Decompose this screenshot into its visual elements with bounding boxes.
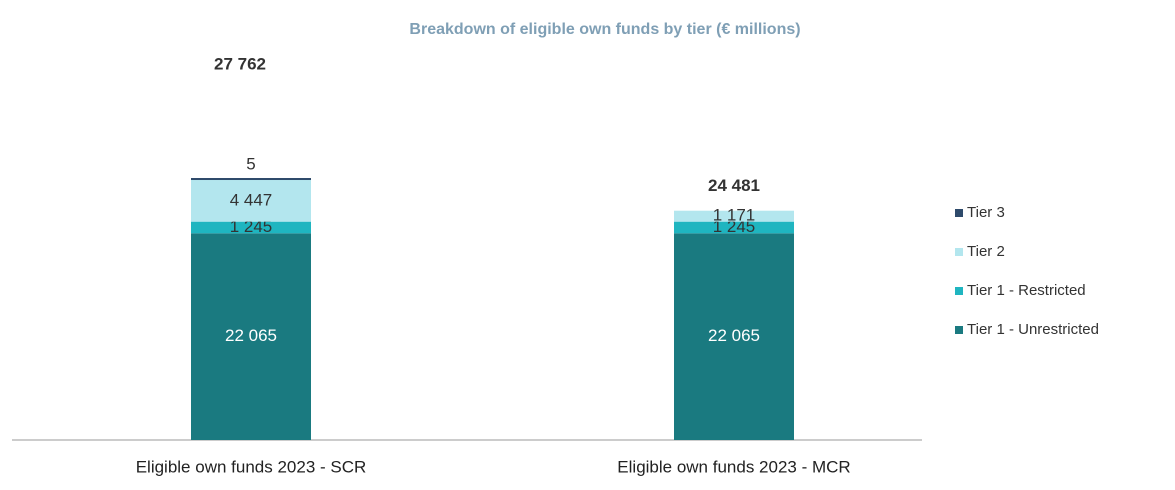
bar-segment [191, 180, 311, 222]
x-tick-label: Eligible own funds 2023 - SCR [136, 457, 367, 476]
legend-swatch [955, 209, 963, 217]
data-label: 1 245 [230, 217, 273, 236]
total-label: 27 762 [214, 54, 266, 73]
data-label: 22 065 [225, 326, 277, 345]
chart-title: Breakdown of eligible own funds by tier … [409, 21, 800, 38]
legend-label: Tier 2 [967, 243, 1005, 260]
x-tick-label: Eligible own funds 2023 - MCR [617, 457, 850, 476]
bar-segment [191, 178, 311, 181]
data-label: 1 171 [713, 206, 756, 225]
total-label: 24 481 [708, 176, 760, 195]
legend-swatch [955, 326, 963, 334]
data-label: 1 245 [713, 217, 756, 236]
data-label: 5 [246, 154, 255, 173]
legend-swatch [955, 248, 963, 256]
bar-segment [674, 221, 794, 234]
legend-swatch [955, 287, 963, 295]
bar-segment [191, 233, 311, 440]
data-label: 4 447 [230, 190, 273, 209]
legend-label: Tier 1 - Unrestricted [967, 321, 1099, 338]
bar-segment [674, 210, 794, 222]
bar-segment [191, 221, 311, 234]
legend-label: Tier 1 - Restricted [967, 282, 1086, 299]
legend-label: Tier 3 [967, 204, 1005, 221]
bar-segment [674, 233, 794, 440]
data-label: 22 065 [708, 326, 760, 345]
